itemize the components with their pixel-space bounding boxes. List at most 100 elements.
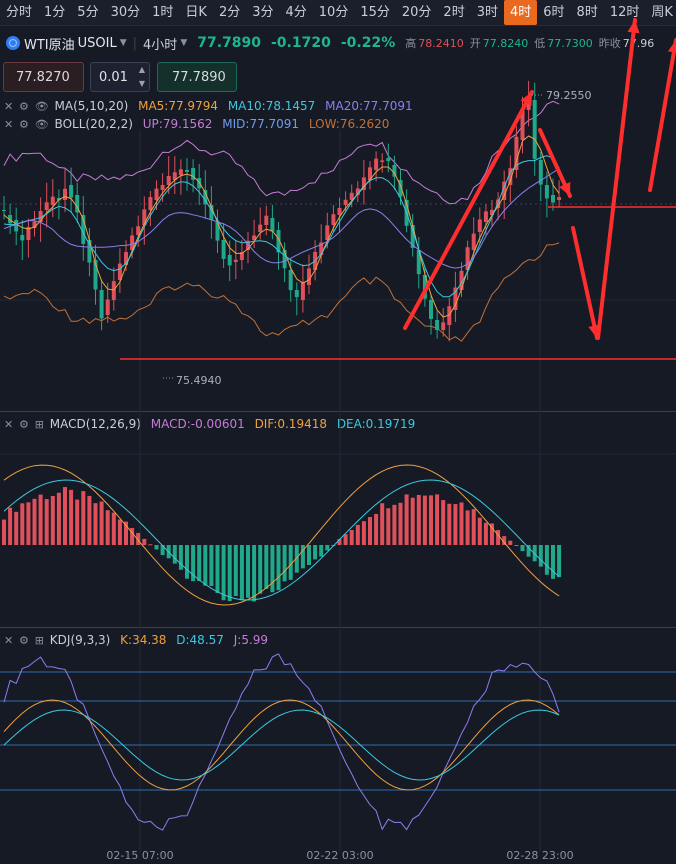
gear-icon[interactable]: ⚙ [19, 418, 29, 431]
tab-18[interactable]: 周K [651, 5, 673, 20]
candle-body [209, 205, 214, 220]
candle-body [300, 281, 305, 300]
boll-low-value: LOW:76.2620 [308, 117, 390, 131]
candle-body [368, 167, 372, 180]
gear-icon[interactable]: ⚙ [19, 634, 29, 647]
macd-bar [355, 524, 360, 545]
time-axis-label: 02-22 03:00 [306, 849, 373, 862]
tab-9[interactable]: 10分 [318, 5, 349, 20]
caret-down-icon[interactable]: ▼ [119, 38, 127, 48]
candle-body [148, 197, 153, 210]
macd-bar [477, 517, 482, 545]
candle-body [178, 169, 183, 175]
time-axis-label: 02-28 23:00 [506, 849, 573, 862]
macd-bar [404, 494, 409, 545]
price-change-pct: -0.22% [340, 35, 396, 51]
tab-0[interactable]: 分时 [6, 5, 33, 20]
candle-body [87, 240, 92, 263]
trend-arrow [648, 38, 676, 192]
tab-12[interactable]: 2时 [443, 5, 465, 20]
tab-2[interactable]: 5分 [77, 5, 99, 20]
chevron-up-icon[interactable]: ▲ [138, 65, 146, 74]
candle-body [349, 192, 354, 200]
period-select[interactable]: 4小时 [143, 37, 178, 53]
tab-16[interactable]: 8时 [576, 5, 598, 20]
tab-11[interactable]: 20分 [401, 5, 432, 20]
trend-arrow [596, 18, 637, 340]
pane-divider[interactable] [0, 627, 676, 628]
macd-bar [380, 503, 385, 545]
tab-1[interactable]: 1分 [44, 5, 66, 20]
close-icon[interactable]: ✕ [4, 418, 14, 431]
tab-7[interactable]: 3分 [252, 5, 274, 20]
candle-body [69, 185, 74, 198]
tab-10[interactable]: 15分 [360, 5, 390, 20]
j-line [3, 653, 560, 831]
close-icon[interactable]: ✕ [4, 100, 14, 113]
kdj-legend: ✕ ⚙ ⊞ KDJ(9,3,3) K:34.38 D:48.57 J:5.99 [4, 631, 268, 649]
low-value: 77.7300 [547, 36, 593, 50]
eye-icon[interactable]: 👁 [34, 100, 49, 113]
candle-body [221, 240, 226, 259]
expand-icon[interactable]: ⊞ [34, 418, 44, 431]
tab-5[interactable]: 日K [185, 5, 207, 20]
candle-body [166, 176, 171, 185]
macd-bar [520, 545, 525, 552]
candle-body [227, 255, 232, 266]
tab-3[interactable]: 30分 [110, 5, 141, 20]
macd-bar [264, 545, 269, 589]
boll-upper-line [3, 100, 560, 205]
chevron-down-icon[interactable]: ▼ [138, 79, 146, 88]
macd-bar [538, 545, 543, 567]
gear-icon[interactable]: ⚙ [19, 118, 29, 131]
gear-icon[interactable]: ⚙ [19, 100, 29, 113]
pane-divider[interactable] [0, 411, 676, 412]
close-icon[interactable]: ✕ [4, 634, 14, 647]
macd-label: MACD(12,26,9) [49, 417, 141, 431]
d-line [3, 709, 560, 781]
candle-body [154, 188, 159, 200]
macd-bar [459, 502, 464, 545]
tab-8[interactable]: 4分 [285, 5, 307, 20]
tab-17[interactable]: 12时 [609, 5, 640, 20]
macd-bar [93, 503, 98, 545]
macd-bar [87, 495, 92, 545]
quantity-input[interactable]: 0.01 [90, 62, 150, 92]
macd-bar [337, 538, 342, 545]
tab-6[interactable]: 2分 [218, 5, 241, 20]
macd-bar [50, 495, 55, 545]
trend-arrow [403, 90, 534, 330]
tab-4[interactable]: 1时 [152, 5, 174, 20]
macd-bar [368, 517, 372, 545]
candle-body [471, 233, 476, 250]
tab-13[interactable]: 3时 [476, 5, 498, 20]
macd-bar [526, 545, 531, 557]
ma-legend: ✕ ⚙ 👁 MA(5,10,20) MA5:77.9794 MA10:78.14… [4, 97, 413, 115]
tab-14[interactable]: 4时 [503, 0, 538, 25]
candle-body [270, 218, 275, 232]
macd-bar [361, 521, 366, 545]
symbol-name[interactable]: WTI原油 [24, 37, 75, 53]
candle-body [508, 168, 513, 185]
eye-icon[interactable]: 👁 [34, 118, 49, 131]
ma5-value: MA5:77.9794 [138, 99, 218, 113]
candle-body [276, 230, 281, 253]
macd-bar [496, 530, 501, 545]
caret-down-icon[interactable]: ▼ [180, 38, 188, 48]
macd-bar [215, 545, 220, 594]
quantity-stepper[interactable]: ▲ ▼ [135, 63, 149, 91]
close-icon[interactable]: ✕ [4, 118, 14, 131]
macd-bar [111, 512, 116, 545]
buy-button[interactable]: 77.7890 [157, 62, 237, 92]
macd-value: MACD:-0.00601 [150, 417, 245, 431]
price-change: -0.1720 [271, 35, 331, 51]
expand-icon[interactable]: ⊞ [34, 634, 44, 647]
candle-body [75, 195, 80, 213]
tab-15[interactable]: 6时 [543, 5, 565, 20]
macd-bar [14, 511, 19, 545]
candle-body [490, 209, 494, 215]
sell-button[interactable]: 77.8270 [3, 62, 84, 92]
macd-bar [246, 545, 250, 598]
macd-bar [142, 538, 147, 545]
